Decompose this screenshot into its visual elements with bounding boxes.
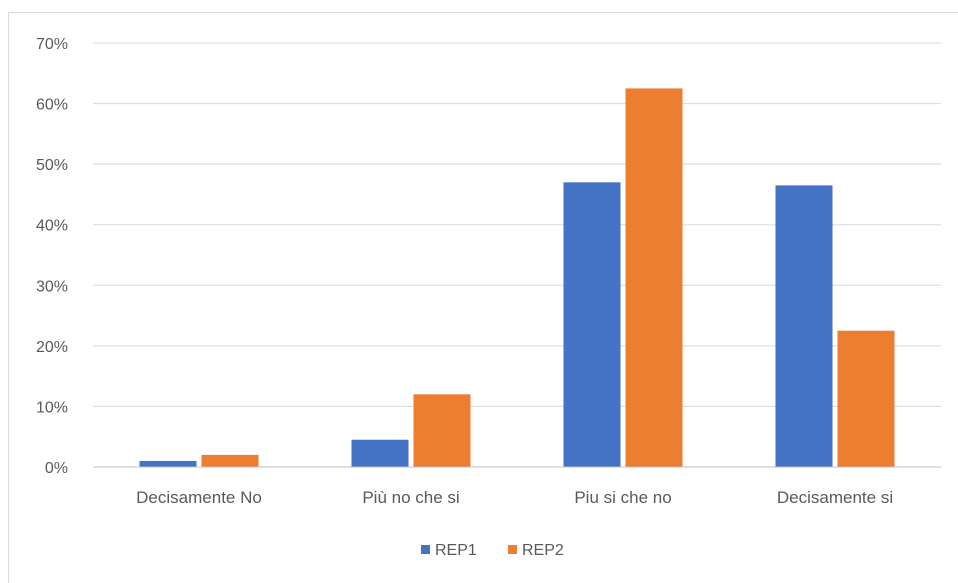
legend-swatch-rep2 (508, 545, 517, 554)
y-tick-label: 60% (36, 97, 68, 114)
x-category-label: Decisamente si (777, 488, 893, 507)
legend-swatch-rep1 (421, 545, 430, 554)
y-tick-label: 40% (36, 218, 68, 235)
bar-rep1-4 (775, 185, 833, 468)
legend-label-rep2: REP2 (522, 542, 564, 559)
x-axis-categories: Decisamente No Più no che si Piu si che no… (136, 488, 893, 507)
y-axis-ticks: 0% 10% 20% 30% 40% 50% 60% 70% (36, 36, 68, 477)
y-tick-label: 20% (36, 339, 68, 356)
y-tick-label: 70% (36, 36, 68, 53)
bars (139, 88, 895, 468)
bar-rep2-2 (413, 394, 471, 467)
x-category-label: Più no che si (362, 488, 459, 507)
bar-rep2-3 (625, 88, 683, 467)
x-category-label: Decisamente No (136, 488, 262, 507)
legend-label-rep1: REP1 (435, 542, 477, 559)
y-tick-label: 10% (36, 399, 68, 416)
x-category-label: Piu si che no (574, 488, 671, 507)
bar-rep1-1 (139, 460, 197, 467)
y-tick-label: 30% (36, 278, 68, 295)
bar-rep2-1 (201, 454, 259, 467)
y-tick-label: 50% (36, 157, 68, 174)
bar-rep1-3 (563, 182, 621, 468)
y-tick-label: 0% (45, 460, 68, 477)
bar-rep2-4 (837, 330, 895, 467)
bar-rep1-2 (351, 439, 409, 467)
legend: REP1 REP2 (421, 542, 564, 559)
